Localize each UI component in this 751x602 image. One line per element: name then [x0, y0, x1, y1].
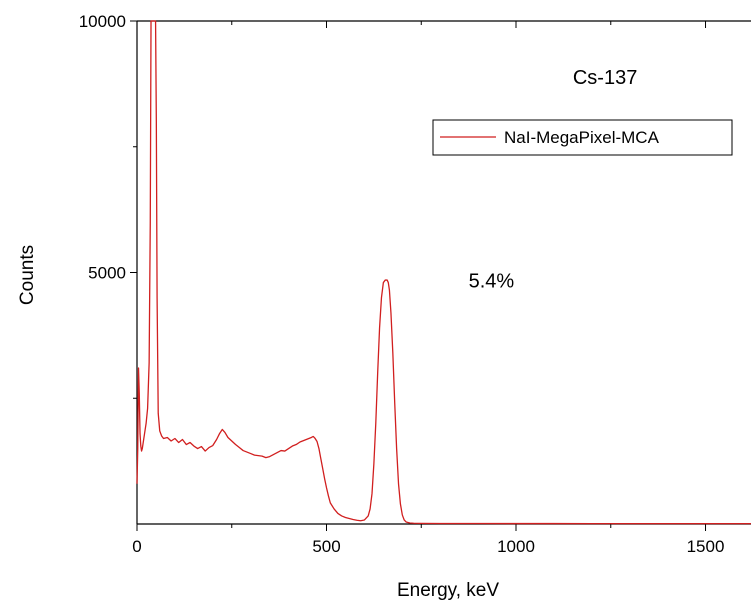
x-tick-label: 0 [132, 537, 141, 556]
legend: NaI-MegaPixel-MCA [432, 119, 733, 156]
x-tick-label: 1000 [497, 537, 535, 556]
series-line-nai-megapixel-mca [136, 20, 751, 525]
resolution-annotation: 5.4% [469, 271, 515, 293]
axes [136, 20, 751, 525]
y-axis-label: Counts [17, 245, 38, 305]
y-tick-label: 5000 [88, 264, 126, 283]
ticks: 0 500 1000 1500 5000 10000 [79, 12, 725, 556]
x-tick-label: 1500 [687, 537, 725, 556]
x-axis-label: Energy, keV [397, 580, 499, 601]
x-tick-label: 500 [312, 537, 340, 556]
legend-label: NaI-MegaPixel-MCA [504, 128, 660, 147]
isotope-annotation: Cs-137 [573, 67, 637, 89]
y-tick-label: 10000 [79, 12, 126, 31]
